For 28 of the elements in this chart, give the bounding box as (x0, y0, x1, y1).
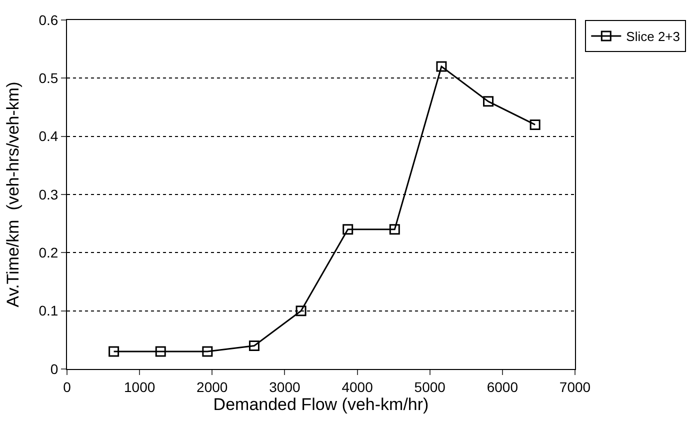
x-tick-label: 6000 (486, 378, 518, 395)
legend-label: Slice 2+3 (626, 29, 680, 44)
x-tick-label: 4000 (342, 378, 374, 395)
y-tick-label: 0.6 (38, 12, 58, 28)
point (296, 306, 306, 316)
x-tick-label: 0 (63, 378, 72, 395)
point (530, 119, 540, 130)
point (342, 224, 354, 235)
y-tick-label: 0.3 (38, 186, 58, 202)
point (483, 96, 494, 107)
y-tick-label: 0.5 (38, 70, 58, 86)
x-tick-label: 5000 (414, 378, 446, 395)
point (389, 224, 400, 235)
y-axis-title: Av.Time/km (veh-hrs/veh-km) (3, 82, 22, 308)
x-axis-title: Demanded Flow (veh-km/hr) (213, 394, 429, 414)
y-tick-label: 0.2 (38, 244, 58, 261)
point (248, 340, 260, 351)
y-tick-label: 0.4 (38, 128, 58, 144)
y-tick-label: 0.1 (38, 302, 58, 319)
y-tick-label: 0 (50, 360, 58, 377)
point (202, 346, 213, 357)
point (108, 346, 120, 357)
point (436, 61, 447, 72)
x-tick-label: 7000 (559, 378, 591, 395)
point (155, 346, 166, 357)
x-tick-label: 3000 (269, 378, 300, 395)
x-tick-label: 2000 (196, 378, 228, 395)
x-tick-label: 1000 (124, 378, 156, 395)
